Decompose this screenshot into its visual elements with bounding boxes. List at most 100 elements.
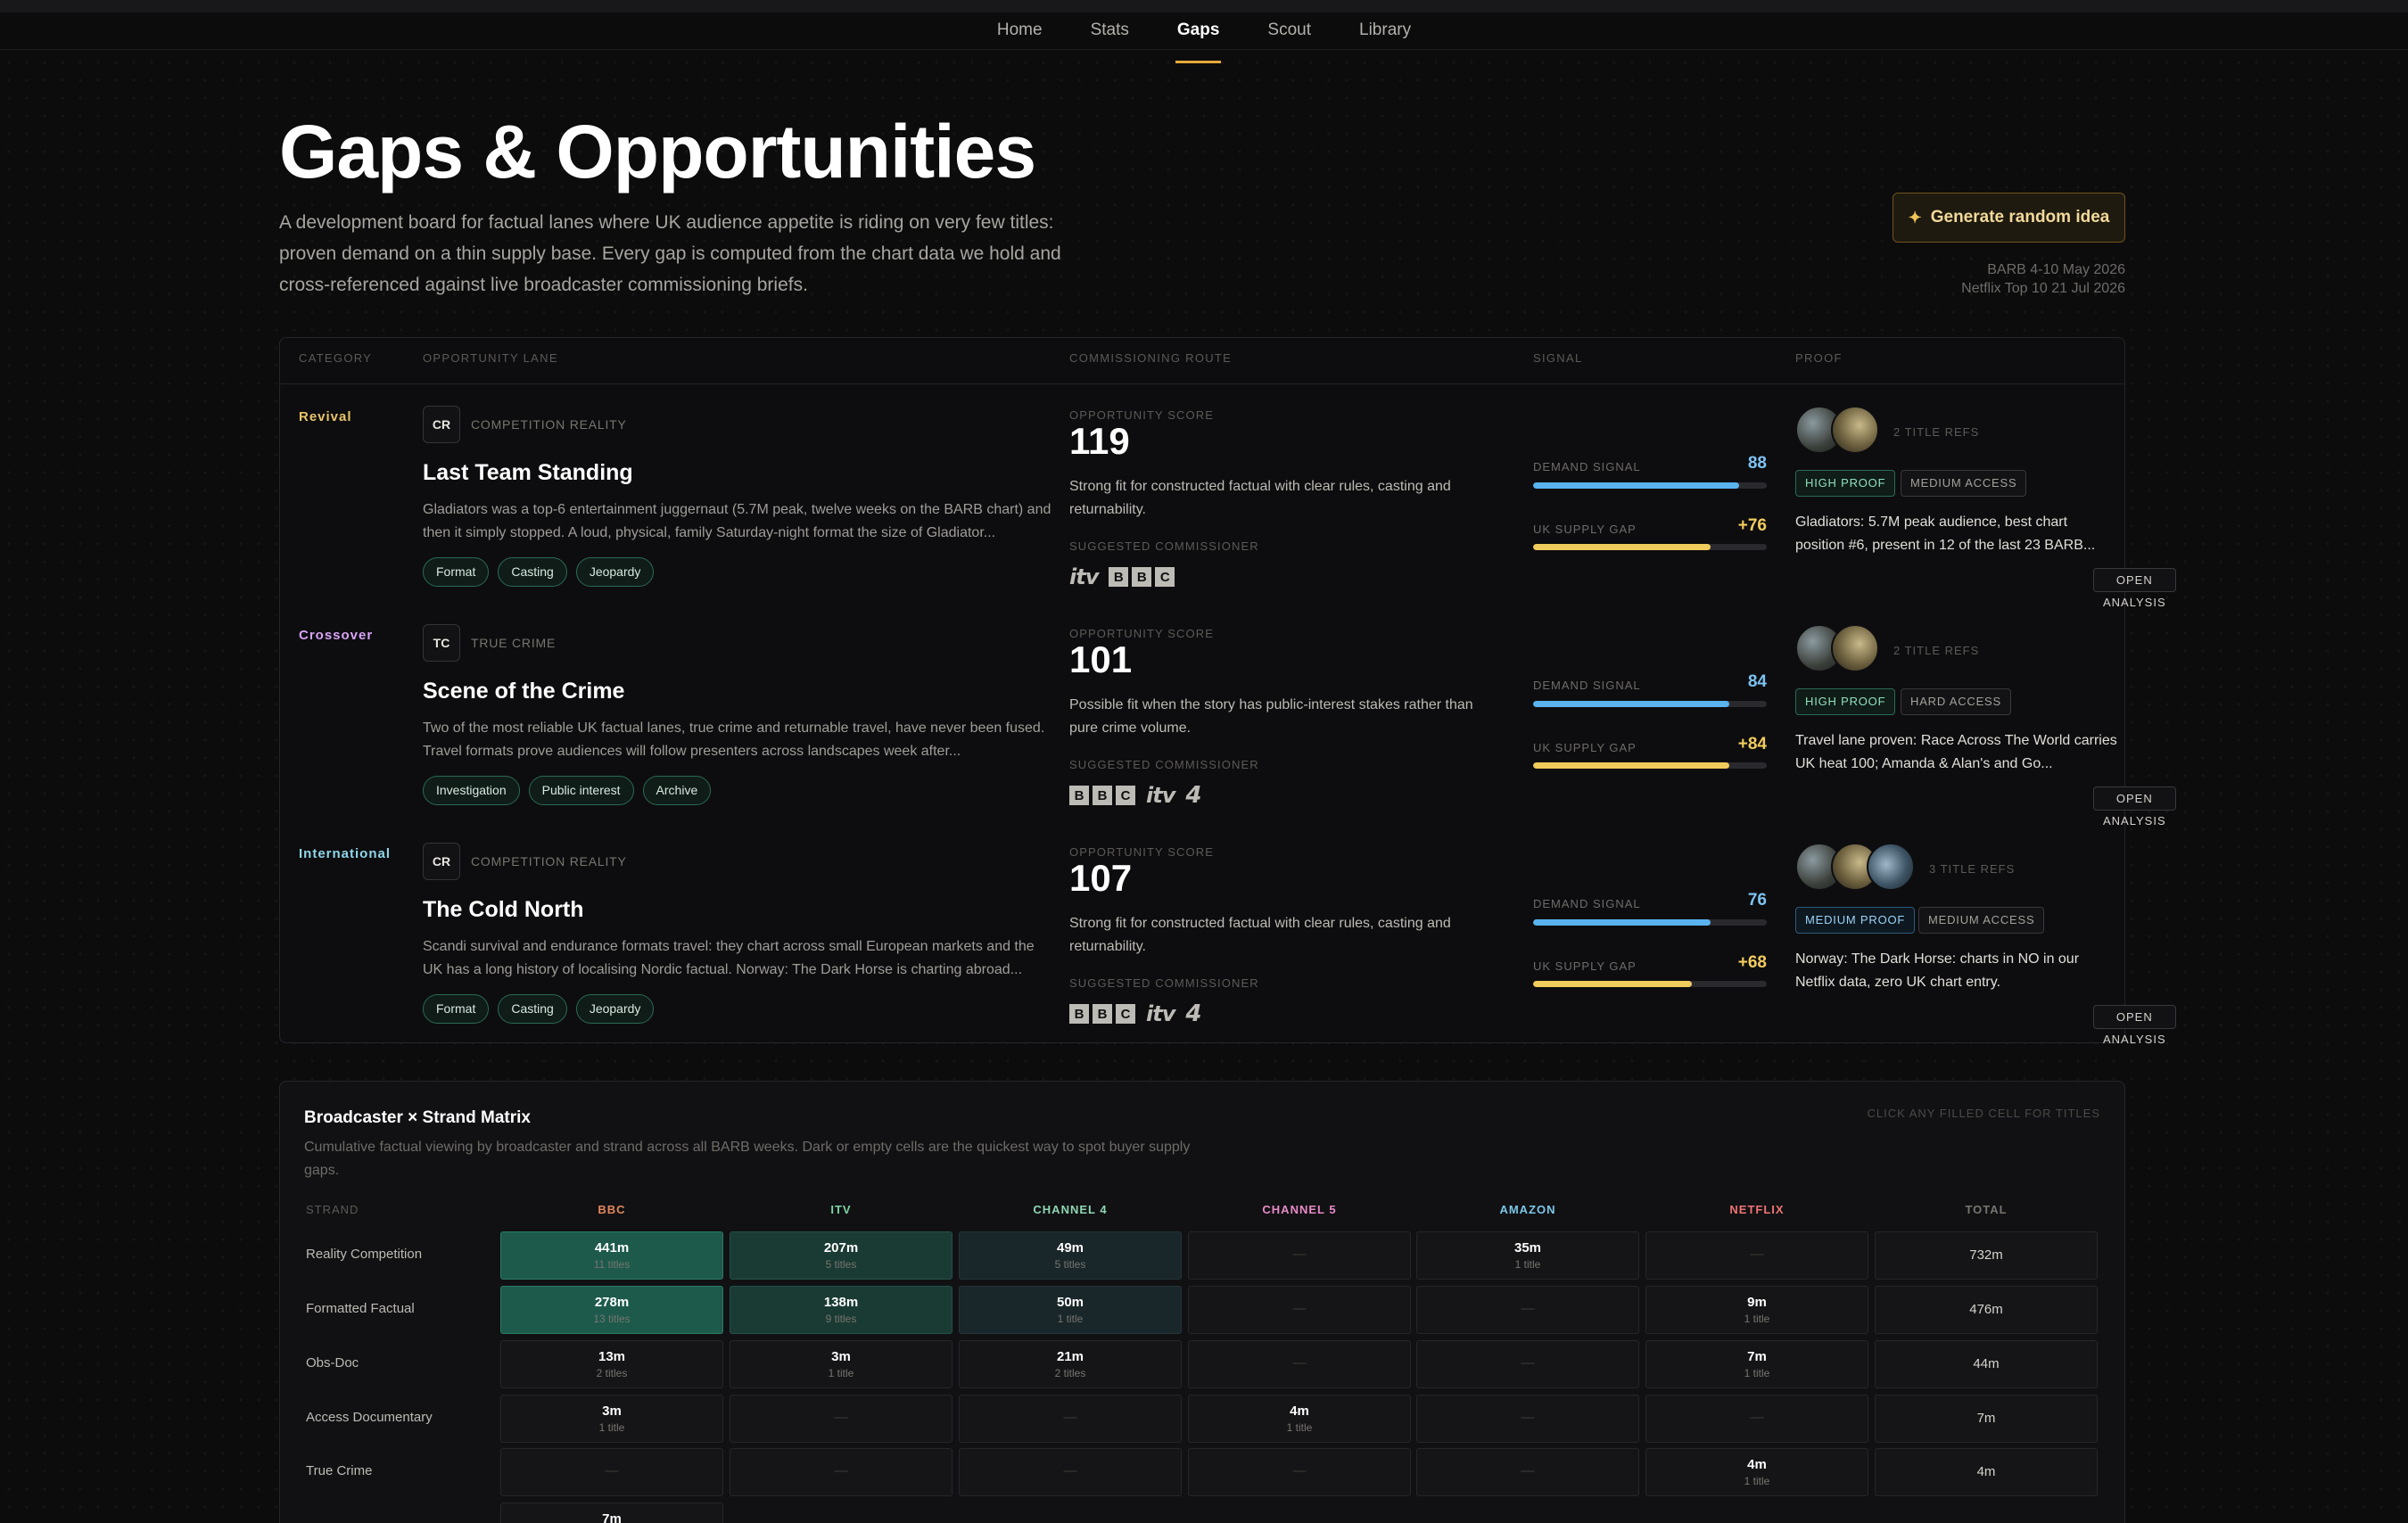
matrix-cell[interactable]: 207m 5 titles — [730, 1231, 952, 1280]
matrix-cell-titles: 1 title — [1286, 1421, 1313, 1434]
demand-signal-value: 76 — [1747, 891, 1767, 910]
matrix-cell: — — [1188, 1231, 1411, 1280]
commissioner-logos: itv B B C — [1069, 564, 1175, 589]
matrix-cell: — — [730, 1395, 952, 1443]
matrix-cell[interactable]: 138m 9 titles — [730, 1286, 952, 1334]
open-analysis-button[interactable]: Open analysis — [2093, 786, 2176, 827]
open-analysis-button[interactable]: Open analysis — [2093, 568, 2176, 609]
tag-chip[interactable]: Jeopardy — [575, 557, 655, 587]
matrix-col-channel-5: Channel 5 — [1262, 1203, 1337, 1216]
nav-scout[interactable]: Scout — [1267, 21, 1312, 39]
matrix-cell-value: 7m — [1747, 1349, 1767, 1364]
header-divider — [280, 383, 2124, 384]
matrix-total-cell: 4m — [1875, 1448, 2098, 1496]
tag-list: Format Casting Jeopardy — [423, 994, 655, 1024]
matrix-cell[interactable]: 278m 13 titles — [500, 1286, 723, 1334]
tag-chip[interactable]: Format — [423, 557, 490, 587]
matrix-cell-value: 50m — [1056, 1295, 1084, 1310]
demand-signal-value: 84 — [1747, 672, 1767, 691]
matrix-cell-titles: 5 titles — [1054, 1258, 1086, 1271]
matrix-cell[interactable]: 4m 1 title — [1188, 1395, 1411, 1443]
top-nav: Home Stats Gaps Scout Library — [0, 12, 2408, 63]
matrix-col-bbc: BBC — [598, 1203, 626, 1216]
lane-description: Scandi survival and endurance formats tr… — [423, 939, 1035, 977]
access-level-pill: Medium access — [1918, 907, 2045, 934]
title-refs-count: 2 title refs — [1893, 644, 1980, 657]
matrix-cell-value: 3m — [602, 1404, 622, 1419]
matrix-cell[interactable]: 7m 1 title — [1645, 1340, 1868, 1388]
matrix-cell-titles: 1 title — [828, 1367, 854, 1379]
matrix-cell[interactable]: 50m 1 title — [959, 1286, 1182, 1334]
title-poster-avatar[interactable] — [1867, 843, 1915, 891]
matrix-total-value: 7m — [1976, 1411, 1996, 1426]
matrix-cell-titles: 1 title — [1744, 1367, 1770, 1379]
itv-logo-icon: itv — [1146, 783, 1175, 808]
matrix-cell[interactable]: 3m 1 title — [730, 1340, 952, 1388]
demand-bar-fill — [1533, 482, 1739, 489]
tag-chip[interactable]: Archive — [642, 776, 712, 805]
matrix-cell: — — [1416, 1286, 1639, 1334]
col-head-proof: Proof — [1795, 351, 1843, 365]
matrix-total-cell: 476m — [1875, 1286, 2098, 1334]
access-level-pill: Medium access — [1901, 470, 2027, 497]
matrix-cell-value: 35m — [1513, 1240, 1542, 1255]
matrix-cell-value: — — [1063, 1463, 1077, 1478]
tag-chip[interactable]: Public interest — [528, 776, 634, 805]
nav-stats[interactable]: Stats — [1090, 21, 1129, 39]
matrix-description: Cumulative factual viewing by broadcaste… — [304, 1140, 1191, 1178]
subcategory-label: Competition reality — [471, 854, 627, 869]
matrix-cell[interactable]: 3m 1 title — [500, 1395, 723, 1443]
matrix-cell[interactable]: 9m 1 title — [1645, 1286, 1868, 1334]
itv-logo-icon: itv — [1146, 1001, 1175, 1026]
tag-chip[interactable]: Casting — [498, 994, 567, 1024]
title-poster-avatar[interactable] — [1831, 406, 1879, 454]
matrix-cell: — — [730, 1448, 952, 1496]
matrix-cell-value: — — [834, 1463, 848, 1478]
matrix-row-label: Reality Competition — [306, 1247, 423, 1262]
demand-bar — [1533, 701, 1767, 707]
matrix-cell-value: 3m — [831, 1349, 851, 1364]
matrix-cell: — — [1416, 1395, 1639, 1443]
supply-bar — [1533, 981, 1767, 987]
supply-bar-fill — [1533, 544, 1711, 550]
channel4-logo-icon: 4 — [1185, 782, 1202, 809]
matrix-cell: — — [1645, 1231, 1868, 1280]
matrix-total-value: 4m — [1976, 1464, 1996, 1479]
matrix-cell[interactable]: 49m 5 titles — [959, 1231, 1182, 1280]
nav-home[interactable]: Home — [996, 21, 1043, 39]
col-head-category: Category — [299, 351, 373, 365]
title-poster-avatar[interactable] — [1831, 624, 1879, 672]
commissioner-label: Suggested commissioner — [1069, 976, 1259, 990]
matrix-cell[interactable]: 441m 11 titles — [500, 1231, 723, 1280]
matrix-strand-header: Strand — [306, 1203, 359, 1216]
tag-chip[interactable]: Format — [423, 994, 490, 1024]
lane-title[interactable]: Scene of the Crime — [423, 679, 625, 704]
generate-random-idea-button[interactable]: ✦ Generate random idea — [1893, 193, 2125, 243]
nav-gaps[interactable]: Gaps — [1156, 12, 1241, 63]
matrix-cell-value: 278m — [594, 1295, 630, 1310]
open-analysis-button[interactable]: Open analysis — [2093, 1005, 2176, 1046]
lane-title[interactable]: Last Team Standing — [423, 460, 633, 485]
proof-level-pill: Medium proof — [1795, 907, 1916, 934]
matrix-cell-titles: 11 titles — [593, 1258, 631, 1271]
matrix-cell[interactable]: 7m — [500, 1502, 723, 1523]
tag-chip[interactable]: Jeopardy — [575, 994, 655, 1024]
tag-chip[interactable]: Casting — [498, 557, 567, 587]
lane-title[interactable]: The Cold North — [423, 897, 584, 922]
matrix-cell[interactable]: 13m 2 titles — [500, 1340, 723, 1388]
commissioner-label: Suggested commissioner — [1069, 539, 1259, 553]
supply-gap-label: UK supply gap — [1533, 741, 1637, 754]
lane-description: Two of the most reliable UK factual lane… — [423, 720, 1045, 759]
matrix-row-label: Formatted Factual — [306, 1301, 415, 1316]
matrix-cell-titles: 13 titles — [593, 1313, 631, 1325]
matrix-cell[interactable]: 35m 1 title — [1416, 1231, 1639, 1280]
matrix-cell: — — [1416, 1340, 1639, 1388]
tag-chip[interactable]: Investigation — [423, 776, 520, 805]
supply-gap-label: UK supply gap — [1533, 523, 1637, 536]
matrix-cell[interactable]: 4m 1 title — [1645, 1448, 1868, 1496]
matrix-cell: — — [959, 1395, 1182, 1443]
nav-library[interactable]: Library — [1359, 21, 1412, 39]
title-refs-count: 3 title refs — [1929, 862, 2016, 876]
matrix-cell[interactable]: 21m 2 titles — [959, 1340, 1182, 1388]
matrix-hint: Click any filled cell for titles — [1867, 1107, 2100, 1120]
